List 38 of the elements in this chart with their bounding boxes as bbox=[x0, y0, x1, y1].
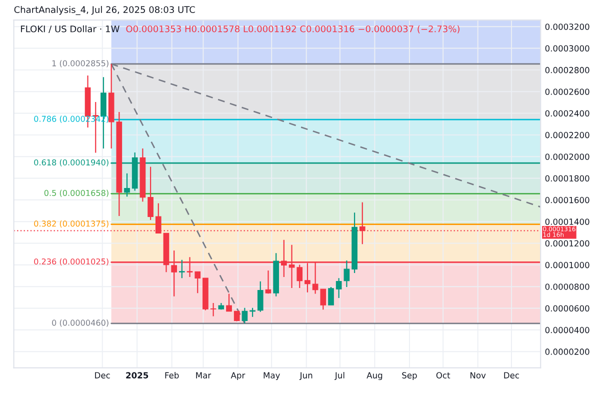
x-tick-label: Sep bbox=[402, 372, 417, 380]
x-tick-label: Jul bbox=[334, 372, 344, 380]
x-tick-label: Feb bbox=[165, 372, 179, 378]
ref-line-label: 0.5 (0.0001658) bbox=[44, 190, 108, 197]
text: ChartAnalysis_4, Jul 26, 2025 08:03 UTC bbox=[14, 6, 195, 16]
y-tick-label: 0.0000800 bbox=[545, 284, 590, 290]
x-tick-label: Aug bbox=[366, 372, 382, 380]
y-tick-label: 0.0000600 bbox=[545, 305, 590, 312]
ref-line-label: 0.618 (0.0001940) bbox=[34, 159, 108, 166]
y-tick-label: 0.0001400 bbox=[545, 218, 590, 225]
x-tick-label: 2025 bbox=[126, 372, 148, 378]
y-tick-label: 0.0001000 bbox=[545, 262, 590, 268]
ref-line-label: 0.236 (0.0001025) bbox=[34, 258, 108, 266]
x-tick-label: Dec bbox=[504, 372, 520, 378]
ref-line-label: 0.382 (0.0001375) bbox=[34, 220, 108, 228]
x-tick-label: May bbox=[264, 372, 280, 380]
x-tick-label: Jun bbox=[299, 372, 312, 380]
y-tick-label: 0.0002400 bbox=[545, 110, 590, 117]
y-tick-label: 0.0002800 bbox=[545, 66, 590, 74]
y-tick-label: 0.0000200 bbox=[545, 348, 590, 355]
y-tick-label: 0.0001600 bbox=[545, 196, 590, 204]
text: O0.0001353 H0.0001578 L0.0001192 C0.0001316 −0.0000037 (−2.73%) bbox=[126, 25, 460, 34]
x-tick-label: Nov bbox=[470, 372, 486, 378]
x-tick-label: Dec bbox=[95, 372, 110, 378]
y-tick-label: 0.0002200 bbox=[545, 132, 590, 138]
text: FLOKI / US Dollar · 1W bbox=[21, 25, 120, 34]
x-tick-label: Mar bbox=[196, 372, 212, 378]
ref-line-label: 1 (0.0002855) bbox=[52, 60, 108, 68]
y-tick-label: 0.0003200 bbox=[545, 24, 590, 30]
y-tick-label: 0.0001200 bbox=[545, 240, 590, 247]
y-tick-label: 0.0000400 bbox=[545, 326, 590, 334]
y-tick-label: 0.0002000 bbox=[545, 154, 590, 160]
x-tick-label: Apr bbox=[230, 372, 246, 380]
y-tick-label: 0.0001800 bbox=[545, 175, 590, 182]
x-tick-label: Oct bbox=[436, 372, 450, 378]
y-tick-label: 0.0002600 bbox=[545, 88, 590, 95]
ref-line-label: 0 (0.0000460) bbox=[52, 320, 108, 327]
y-tick-label: 0.0003000 bbox=[545, 45, 590, 52]
